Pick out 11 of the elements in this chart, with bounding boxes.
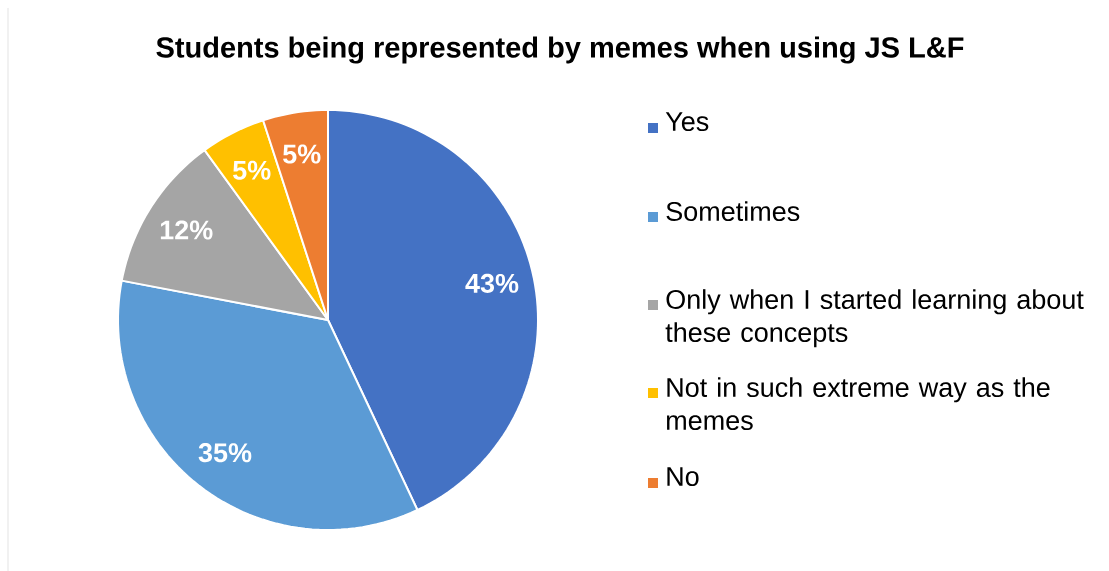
legend-label: Yes [665,112,709,131]
legend-label: No [667,467,699,486]
legend-label: Sometimes [666,201,800,221]
data-label: 43% [465,273,519,293]
data-label: 5% [233,160,271,180]
data-label: 5% [283,144,321,164]
data-label: 12% [160,220,213,240]
legend-label: Not in such extreme way as the memes [666,377,1050,430]
chart-title: Students being represented by memes when using JS L&F [156,36,964,64]
data-label: 35% [198,442,252,463]
legend-label: Only when I started learning about these concepts [665,289,1084,348]
